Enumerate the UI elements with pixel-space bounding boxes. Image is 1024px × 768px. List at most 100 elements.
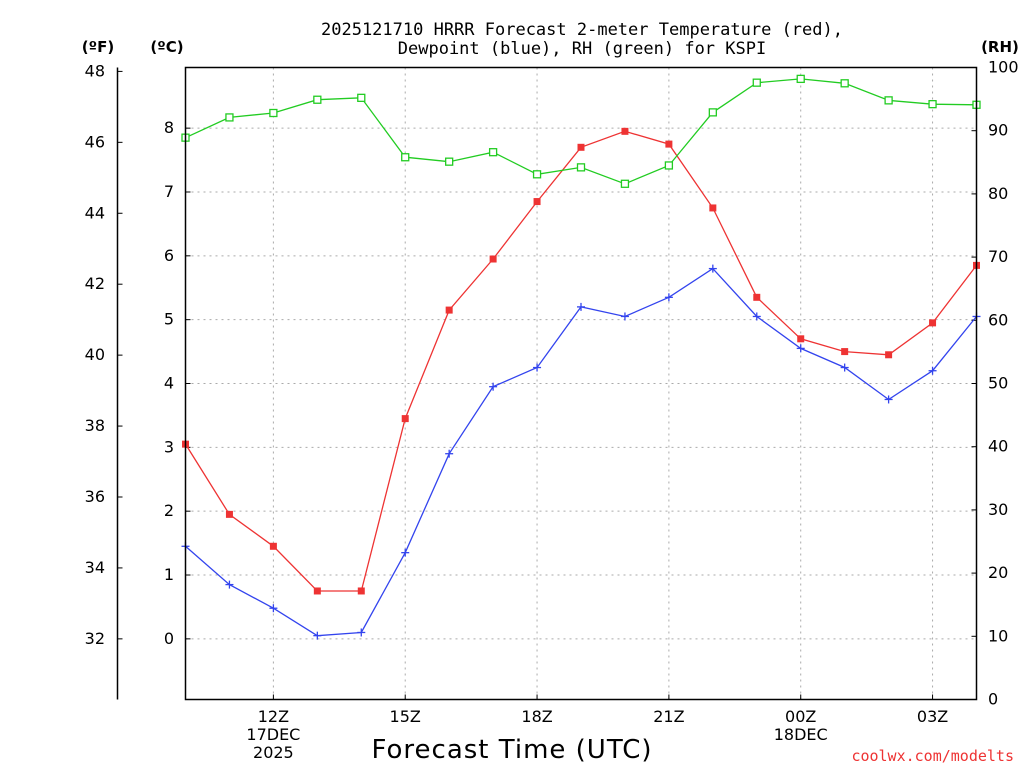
fahrenheit-tick-label: 32 bbox=[85, 629, 105, 648]
rh-point bbox=[313, 95, 322, 104]
2-meter-temperature-point bbox=[797, 335, 805, 343]
2-meter-temperature-point bbox=[621, 127, 629, 135]
rh-tick-label: 0 bbox=[988, 690, 998, 709]
celsius-tick-label: 8 bbox=[164, 118, 174, 137]
celsius-tick-label: 1 bbox=[164, 565, 174, 584]
rh-point bbox=[664, 161, 674, 170]
x-tick-label: 18DEC bbox=[774, 725, 828, 744]
celsius-tick-label: 0 bbox=[164, 629, 174, 648]
rh-tick-label: 80 bbox=[988, 184, 1008, 203]
2-meter-temperature-point bbox=[445, 306, 453, 314]
dewpoint-point bbox=[752, 312, 761, 321]
rh-point bbox=[752, 78, 761, 87]
dewpoint-point bbox=[313, 631, 322, 640]
x-tick-label: 12Z bbox=[258, 707, 289, 726]
rh-point bbox=[840, 79, 849, 88]
fahrenheit-unit-label: (ºF) bbox=[82, 38, 114, 56]
celsius-tick-label: 3 bbox=[164, 437, 174, 456]
x-tick-label: 15Z bbox=[390, 707, 421, 726]
rh-point bbox=[445, 157, 454, 166]
2-meter-temperature-point bbox=[533, 198, 541, 206]
dewpoint-point bbox=[357, 628, 366, 637]
fahrenheit-tick-label: 44 bbox=[85, 203, 105, 222]
rh-point bbox=[928, 100, 937, 109]
2-meter-temperature-point bbox=[357, 587, 365, 595]
fahrenheit-tick-label: 42 bbox=[85, 274, 105, 293]
celsius-tick-label: 2 bbox=[164, 501, 174, 520]
celsius-tick-label: 6 bbox=[164, 246, 174, 265]
rh-point bbox=[357, 93, 366, 102]
2-meter-temperature-point bbox=[401, 415, 409, 423]
celsius-tick-label: 4 bbox=[164, 374, 174, 393]
fahrenheit-tick-label: 36 bbox=[85, 487, 105, 506]
x-tick-label: 03Z bbox=[917, 707, 948, 726]
2-meter-temperature-point bbox=[709, 204, 717, 212]
celsius-tick-label: 7 bbox=[164, 182, 174, 201]
2-meter-temperature-point bbox=[753, 293, 761, 301]
x-tick-label: 17DEC bbox=[246, 725, 300, 744]
rh-tick-label: 40 bbox=[988, 437, 1008, 456]
2-meter-temperature-point bbox=[269, 542, 277, 550]
dewpoint-point bbox=[620, 312, 629, 321]
dewpoint-point bbox=[445, 449, 454, 458]
dewpoint-line bbox=[185, 267, 978, 637]
rh-unit-label: (RH) bbox=[981, 38, 1019, 56]
x-tick-label: 00Z bbox=[785, 707, 816, 726]
rh-point bbox=[225, 113, 234, 122]
celsius-unit-label: (ºC) bbox=[150, 38, 183, 56]
2-meter-temperature-line bbox=[184, 130, 978, 592]
dewpoint-point bbox=[269, 604, 278, 613]
dewpoint-point bbox=[533, 363, 542, 372]
dewpoint-point bbox=[664, 293, 673, 302]
dewpoint-point bbox=[884, 395, 893, 404]
x-tick-label: 2025 bbox=[253, 743, 294, 762]
chart-title-line1: 2025121710 HRRR Forecast 2-meter Tempera… bbox=[321, 20, 843, 40]
rh-point bbox=[884, 96, 893, 105]
celsius-tick-label: 5 bbox=[164, 310, 174, 329]
dewpoint-point bbox=[928, 366, 937, 375]
dewpoint-point bbox=[796, 344, 805, 353]
rh-point bbox=[620, 179, 630, 188]
data-series bbox=[181, 74, 981, 640]
fahrenheit-tick-label: 34 bbox=[85, 558, 105, 577]
fahrenheit-tick-label: 38 bbox=[85, 416, 105, 435]
2-meter-temperature-point bbox=[313, 587, 321, 595]
chart-title-line2: Dewpoint (blue), RH (green) for KSPI bbox=[398, 39, 766, 59]
rh-point bbox=[576, 163, 586, 172]
2-meter-temperature-point bbox=[665, 140, 673, 148]
2-meter-temperature-point bbox=[577, 143, 585, 151]
2-meter-temperature-point bbox=[225, 510, 233, 518]
axes bbox=[116, 67, 977, 700]
fahrenheit-tick-label: 46 bbox=[85, 132, 105, 151]
fahrenheit-tick-label: 40 bbox=[85, 345, 105, 364]
2-meter-temperature-point bbox=[929, 319, 937, 327]
rh-point bbox=[401, 153, 410, 162]
2-meter-temperature-point bbox=[841, 348, 849, 356]
rh-point bbox=[269, 108, 278, 118]
x-axis-title: Forecast Time (UTC) bbox=[371, 735, 652, 765]
rh-tick-label: 90 bbox=[988, 121, 1008, 140]
rh-tick-label: 20 bbox=[988, 563, 1008, 582]
rh-tick-label: 100 bbox=[988, 58, 1019, 77]
x-tick-label: 21Z bbox=[653, 707, 684, 726]
rh-point bbox=[488, 148, 498, 157]
rh-point bbox=[708, 108, 717, 117]
rh-tick-label: 60 bbox=[988, 310, 1008, 329]
dewpoint-point bbox=[840, 363, 849, 372]
fahrenheit-tick-label: 48 bbox=[85, 61, 105, 80]
rh-tick-label: 10 bbox=[988, 626, 1008, 645]
rh-point bbox=[796, 74, 805, 84]
dewpoint-point bbox=[577, 302, 585, 311]
rh-tick-label: 70 bbox=[988, 247, 1008, 266]
2-meter-temperature-point bbox=[885, 351, 893, 359]
dewpoint-point bbox=[708, 264, 717, 273]
plot-frame bbox=[184, 66, 978, 701]
2-meter-temperature-point bbox=[489, 255, 497, 263]
rh-tick-label: 50 bbox=[988, 374, 1008, 393]
credit-text: coolwx.com/modelts bbox=[851, 747, 1014, 765]
rh-tick-label: 30 bbox=[988, 500, 1008, 519]
dewpoint-point bbox=[401, 548, 410, 557]
x-tick-label: 18Z bbox=[521, 707, 552, 726]
